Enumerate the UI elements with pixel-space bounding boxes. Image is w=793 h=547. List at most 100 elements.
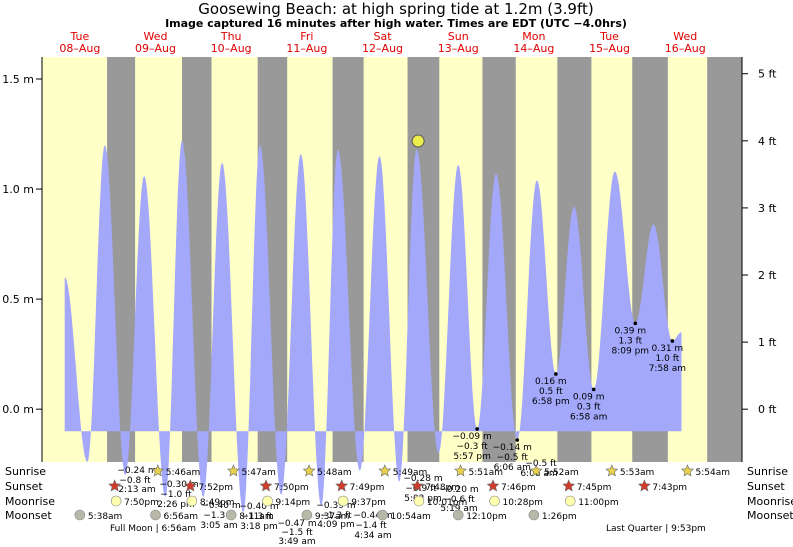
moonrise-time-3: 9:37pm xyxy=(351,498,386,508)
day-headers: Tue08–AugWed09–AugThu10–AugFri11–AugSat1… xyxy=(59,30,705,55)
moonset-icon-4 xyxy=(377,509,388,521)
sunrise-time-2: 5:48am xyxy=(317,468,352,478)
day-name-3: Fri xyxy=(300,30,313,43)
moonrise-time-4: 10:01pm xyxy=(427,498,467,508)
below-label-17: 4:09 pm xyxy=(317,520,355,530)
below-label-8: 3:05 am xyxy=(200,521,237,531)
low-tide-label-2-1: 0.5 ft xyxy=(539,387,563,397)
day-name-6: Mon xyxy=(522,30,545,43)
low-tide-label-2-2: 6:58 pm xyxy=(532,397,570,407)
day-date-0: 08–Aug xyxy=(59,42,100,55)
sunset-icon-0 xyxy=(108,479,122,492)
below-label-13: −1.5 ft xyxy=(281,528,313,538)
day-date-2: 10–Aug xyxy=(211,42,252,55)
moonset-icon-1 xyxy=(150,509,161,521)
sunset-time-3: 7:49pm xyxy=(350,483,385,493)
moonrise-icon-6 xyxy=(564,495,576,507)
moon-phase-1: Last Quarter | 9:53pm xyxy=(606,524,706,534)
night-band-8 xyxy=(707,57,742,462)
sunrise-time-1: 5:47am xyxy=(241,468,276,478)
day-date-5: 13–Aug xyxy=(438,42,479,55)
row-label-left-3: Moonset xyxy=(5,509,52,522)
sunrise-icon-3 xyxy=(378,464,392,477)
moonset-time-0: 5:38am xyxy=(88,512,123,522)
row-label-right-1: Sunset xyxy=(747,480,785,493)
sunrise-time-7: 5:54am xyxy=(696,468,731,478)
low-tide-dot-3 xyxy=(591,387,596,392)
moonrise-icon-4 xyxy=(413,495,425,507)
moonset-icon-6 xyxy=(528,509,540,521)
moonrise-icon-3 xyxy=(337,495,349,507)
day-date-4: 12–Aug xyxy=(362,42,403,55)
low-tide-label-4-0: 0.39 m xyxy=(614,326,646,336)
low-tide-label-1-1: −0.5 ft xyxy=(497,453,529,463)
low-tide-label-5-2: 7:58 am xyxy=(649,364,686,374)
moonset-time-3: 9:37am xyxy=(315,512,350,522)
low-tide-label-3-2: 6:58 am xyxy=(570,412,607,422)
moonset-time-2: 8:11am xyxy=(239,512,274,522)
moonset-time-4: 10:54am xyxy=(391,512,431,522)
left-tick-label-0: 1.5 m xyxy=(2,73,34,86)
left-tick-label-2: 0.5 m xyxy=(2,293,34,306)
moonrise-time-0: 7:50pm xyxy=(124,498,159,508)
day-date-6: 14–Aug xyxy=(513,42,554,55)
sunrise-icon-6 xyxy=(605,464,619,477)
below-label-5: 2:26 pm xyxy=(157,500,195,510)
below-label-24: −0.20 m xyxy=(439,485,478,495)
left-tick-label-1: 1.0 m xyxy=(2,183,34,196)
below-label-9: −0.40 m xyxy=(239,502,278,512)
moonrise-time-6: 11:00pm xyxy=(578,498,618,508)
row-label-right-3: Moonset xyxy=(747,509,793,522)
left-tick-label-3: 0.0 m xyxy=(2,403,34,416)
below-label-6: −0.40 m xyxy=(201,501,240,511)
sunrise-icon-1 xyxy=(227,464,240,477)
row-label-right-0: Sunrise xyxy=(747,465,788,478)
right-axis: 5 ft 4 ft 3 ft 2 ft 1 ft 0 ft xyxy=(742,68,777,416)
low-tide-dot-1 xyxy=(515,438,520,442)
day-date-8: 16–Aug xyxy=(665,42,706,55)
tide-area xyxy=(64,140,682,513)
right-tick-label-4: 1 ft xyxy=(758,336,777,349)
below-label-3: −0.30 m xyxy=(159,480,198,490)
low-tide-label-0-1: −0.3 ft xyxy=(457,442,489,452)
moonrise-time-2: 9:14pm xyxy=(276,498,311,508)
moonrise-time-5: 10:28pm xyxy=(503,498,543,508)
day-name-0: Tue xyxy=(69,30,89,43)
sunrise-icon-4 xyxy=(454,464,467,477)
right-tick-label-0: 5 ft xyxy=(758,68,777,81)
day-name-4: Sat xyxy=(374,30,393,43)
below-label-26: 5:19 am xyxy=(440,504,477,514)
right-tick-label-5: 0 ft xyxy=(758,403,777,416)
below-label-12: −0.47 m xyxy=(277,519,316,529)
sunset-icon-3 xyxy=(335,479,349,492)
day-date-7: 15–Aug xyxy=(589,42,630,55)
below-label-14: 3:49 am xyxy=(278,537,315,547)
below-label-18: −0.44 m xyxy=(353,511,392,521)
right-tick-label-1: 4 ft xyxy=(758,135,777,148)
day-name-8: Wed xyxy=(673,30,697,43)
chart-subtitle: Image captured 16 minutes after high wat… xyxy=(165,17,627,30)
low-tide-dot-5 xyxy=(670,339,675,343)
below-label-20: 4:34 am xyxy=(354,531,391,541)
sunrise-time-0: 5:46am xyxy=(166,468,201,478)
sunrise-time-5: 5:52am xyxy=(544,468,579,478)
sunrise-time-4: 5:51am xyxy=(468,468,503,478)
sunset-icon-5 xyxy=(486,479,500,492)
moon-phase-0: Full Moon | 6:56am xyxy=(110,524,196,534)
low-tide-dot-4 xyxy=(633,321,638,326)
low-tide-label-5-0: 0.31 m xyxy=(652,344,684,354)
moonrise-icon-5 xyxy=(489,495,500,507)
low-tide-label-3-1: 0.3 ft xyxy=(577,402,601,412)
sunset-time-7: 7:43pm xyxy=(652,483,687,493)
sunrise-icon-7 xyxy=(681,464,694,477)
below-label-10: −1.3 ft xyxy=(241,512,273,522)
low-tide-label-5-1: 1.0 ft xyxy=(656,354,680,364)
sunset-time-2: 7:50pm xyxy=(274,483,309,493)
sunset-icon-1 xyxy=(183,479,197,492)
low-tide-labels: −0.09 m−0.3 ft5:57 pm−0.14 m−0.5 ft6:06 … xyxy=(453,321,686,473)
sunset-icon-6 xyxy=(562,479,576,492)
left-axis: 1.5 m 1.0 m 0.5 m 0.0 m xyxy=(2,73,42,416)
day-date-1: 09–Aug xyxy=(135,42,176,55)
sunset-time-4: 7:48pm xyxy=(425,483,460,493)
